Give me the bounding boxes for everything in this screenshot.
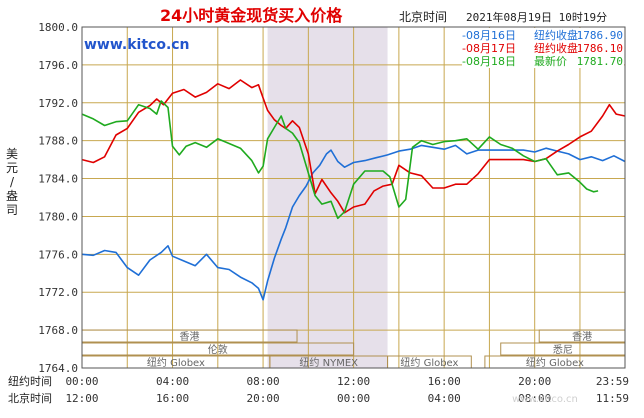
market-session-label: 香港 xyxy=(572,331,592,343)
x-tick-ny: 04:00 xyxy=(156,375,189,388)
x-tick-ny: 08:00 xyxy=(247,375,280,388)
x-row-label-ny: 纽约时间 xyxy=(8,374,52,388)
x-tick-ny: 23:59 xyxy=(596,375,629,388)
x-row-label-bj: 北京时间 xyxy=(8,391,52,405)
y-axis-label-char: / xyxy=(10,175,15,189)
x-tick-bj: 00:00 xyxy=(337,392,370,405)
x-tick-ny: 20:00 xyxy=(518,375,551,388)
plot-frame xyxy=(81,26,626,369)
series-line-2 xyxy=(81,79,626,214)
legend-label: 纽约收盘 xyxy=(534,28,578,42)
y-tick-label: 1772.0 xyxy=(38,286,78,299)
y-axis-label-char: 元 xyxy=(6,161,18,175)
legend-date: -08月18日 xyxy=(462,55,516,68)
legend-date: -08月16日 xyxy=(462,29,516,42)
legend-date: -08月17日 xyxy=(462,42,516,55)
chart-title: 24小时黄金现货买入价格 xyxy=(160,6,343,25)
y-tick-label: 1780.0 xyxy=(38,210,78,223)
y-tick-label: 1784.0 xyxy=(38,173,78,186)
session-highlight-band xyxy=(267,27,388,368)
x-tick-ny: 00:00 xyxy=(65,375,98,388)
y-tick-label: 1764.0 xyxy=(38,362,78,375)
y-tick-label: 1792.0 xyxy=(38,97,78,110)
x-tick-bj: 12:00 xyxy=(65,392,98,405)
y-tick-label: 1768.0 xyxy=(38,324,78,337)
legend-value: 1786.90 xyxy=(577,29,623,42)
timestamp: 2021年08月19日 10时19分 xyxy=(466,10,607,24)
watermark: www.kitco.cn xyxy=(84,37,190,53)
market-session-label: 纽约 Globex xyxy=(400,356,458,369)
market-session-label: 伦敦 xyxy=(208,343,228,356)
market-session-label: 纽约 Globex xyxy=(526,356,584,369)
series-line-1 xyxy=(81,144,626,301)
y-tick-label: 1776.0 xyxy=(38,248,78,261)
x-tick-bj: 20:00 xyxy=(247,392,280,405)
series-line-3 xyxy=(81,100,599,220)
y-axis-label-char: 司 xyxy=(6,203,18,217)
y-axis-label-char: 美 xyxy=(6,147,18,161)
y-axis-label-char: 盎 xyxy=(6,189,18,203)
y-tick-label: 1788.0 xyxy=(38,135,78,148)
market-session-label: 纽约 NYMEX xyxy=(299,356,358,369)
market-session-label: 悉尼 xyxy=(553,344,573,356)
y-tick-label: 1796.0 xyxy=(38,59,78,72)
legend-label: 最新价 xyxy=(534,54,567,68)
footer-watermark: www.kitco.cn xyxy=(512,394,578,405)
legend-value: 1786.10 xyxy=(577,42,623,55)
market-session-label: 香港 xyxy=(180,331,200,343)
x-tick-ny: 16:00 xyxy=(428,375,461,388)
legend-value: 1781.70 xyxy=(577,55,623,68)
x-tick-ny: 12:00 xyxy=(337,375,370,388)
x-tick-bj: 08:00 xyxy=(518,392,551,405)
x-tick-bj: 11:59 xyxy=(596,392,629,405)
y-tick-label: 1800.0 xyxy=(38,21,78,34)
x-tick-bj: 04:00 xyxy=(428,392,461,405)
market-session-label: 纽约 Globex xyxy=(147,356,205,369)
x-tick-bj: 16:00 xyxy=(156,392,189,405)
legend-box xyxy=(462,28,624,68)
legend-label: 纽约收盘 xyxy=(534,41,578,55)
time-zone-label: 北京时间 xyxy=(399,10,447,24)
